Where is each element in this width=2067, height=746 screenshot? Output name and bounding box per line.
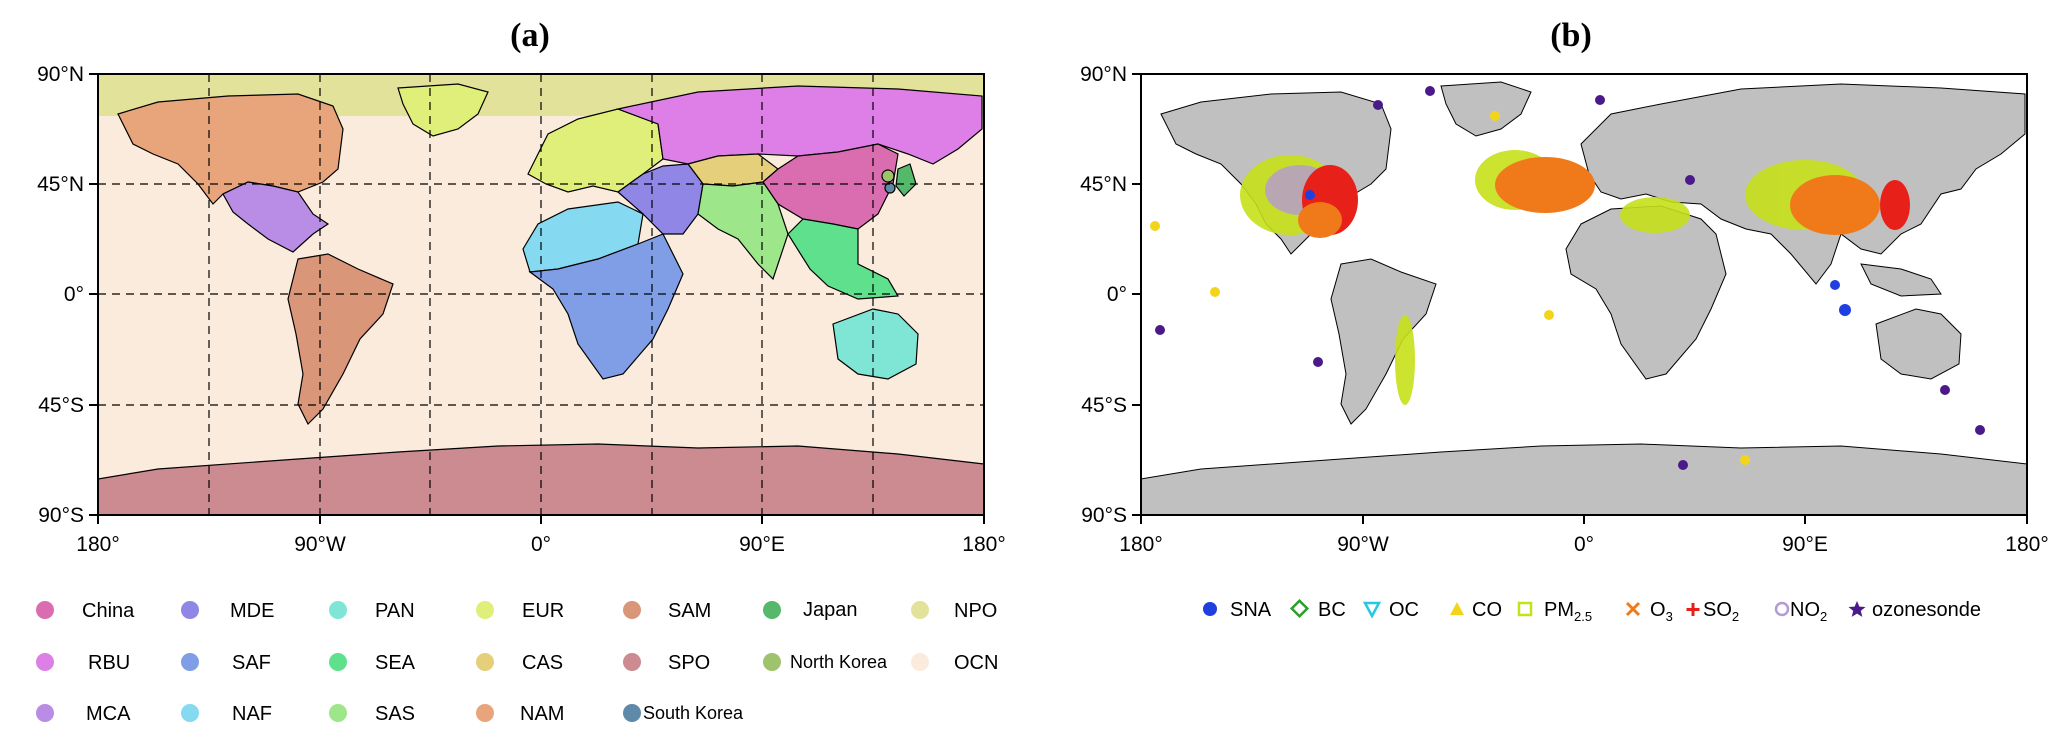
legend-label: OC	[1389, 599, 1419, 621]
legend-label: North Korea	[790, 652, 888, 672]
oc-marker	[1362, 601, 1382, 619]
panel-a-title: (a)	[510, 17, 550, 54]
region-greenland	[397, 83, 489, 137]
legend-b: SNA BC OC CO PM2.5 O3 SO2 NO2 ozonesonde	[1203, 598, 1981, 624]
legend-label: BC	[1318, 599, 1346, 621]
lat-tick: 90°N	[37, 63, 84, 86]
legend-label: SEA	[375, 652, 416, 674]
lon-tick: 90°W	[1337, 533, 1389, 556]
legend-label: ozonesonde	[1872, 599, 1981, 621]
legend-label: China	[82, 600, 135, 622]
legend-label: CAS	[522, 652, 563, 674]
lon-tick: 0°	[1574, 533, 1594, 556]
co-marker	[1450, 602, 1464, 615]
bc-marker	[1289, 598, 1310, 619]
legend-label: EUR	[522, 600, 564, 622]
lon-tick: 90°E	[739, 533, 785, 556]
legend-label: CO	[1472, 599, 1502, 621]
legend-label: SAM	[668, 600, 711, 622]
legend-label: PAN	[375, 600, 415, 622]
lon-tick: 90°W	[294, 533, 346, 556]
legend-label: SAF	[232, 652, 271, 674]
panel-b-title: (b)	[1550, 17, 1592, 54]
region-pan	[832, 308, 919, 380]
legend-label: RBU	[88, 652, 130, 674]
lat-tick: 90°S	[1081, 504, 1127, 527]
legend-label: South Korea	[643, 703, 744, 723]
legend-label: O3	[1650, 599, 1673, 624]
lat-tick: 45°N	[37, 173, 84, 196]
legend-label: NAM	[520, 703, 564, 725]
lat-tick: 45°S	[38, 394, 84, 417]
legend-a: China MDE PAN EUR SAM Japan NPO RBU SAF …	[36, 599, 998, 725]
pm-label: PM	[1544, 599, 1574, 621]
lat-tick: 0°	[64, 283, 84, 306]
legend-label: SNA	[1230, 599, 1272, 621]
lat-tick: 90°S	[38, 504, 84, 527]
no2-label: NO	[1790, 599, 1820, 621]
so2-label: SO	[1703, 599, 1732, 621]
no2-subscript: 2	[1820, 609, 1827, 624]
o3-marker	[1625, 601, 1641, 617]
pm-subscript: 2.5	[1574, 609, 1592, 624]
lon-tick: 180°	[76, 533, 119, 556]
region-sea	[787, 218, 900, 300]
lat-tick: 90°N	[1080, 63, 1127, 86]
observation-map	[1141, 74, 2027, 515]
so2-marker	[1686, 603, 1700, 616]
legend-label: Japan	[803, 599, 858, 621]
sna-marker	[1203, 602, 1217, 616]
panel-a: (a)	[36, 17, 1006, 725]
no2-marker	[1774, 601, 1790, 617]
region-sam	[287, 253, 394, 426]
legend-label: MDE	[230, 600, 274, 622]
legend-label: SO2	[1703, 599, 1739, 624]
region-eur	[527, 108, 664, 193]
region-rbu	[615, 85, 983, 165]
legend-label: OCN	[954, 652, 998, 674]
pm25-marker	[1517, 601, 1533, 617]
region-saf	[528, 233, 684, 380]
o3-subscript: 3	[1666, 609, 1673, 624]
legend-label: SAS	[375, 703, 415, 725]
o3-label: O	[1650, 599, 1666, 621]
lat-tick: 0°	[1107, 283, 1127, 306]
lon-tick: 0°	[531, 533, 551, 556]
lon-tick: 180°	[962, 533, 1005, 556]
legend-label: PM2.5	[1544, 599, 1592, 624]
so2-subscript: 2	[1732, 609, 1739, 624]
region-map	[98, 74, 984, 515]
legend-label: SPO	[668, 652, 710, 674]
legend-label: NAF	[232, 703, 272, 725]
legend-label: MCA	[86, 703, 131, 725]
panel-b: (b)	[1080, 17, 2049, 624]
legend-label: NPO	[954, 600, 997, 622]
lon-tick: 180°	[1119, 533, 1162, 556]
ozonesonde-marker	[1848, 601, 1866, 617]
region-japan	[895, 163, 917, 197]
lon-tick: 90°E	[1782, 533, 1828, 556]
observation-sites	[1150, 86, 1985, 470]
lon-tick: 180°	[2005, 533, 2048, 556]
legend-label: NO2	[1790, 599, 1827, 624]
lat-tick: 45°S	[1081, 394, 1127, 417]
lat-tick: 45°N	[1080, 173, 1127, 196]
